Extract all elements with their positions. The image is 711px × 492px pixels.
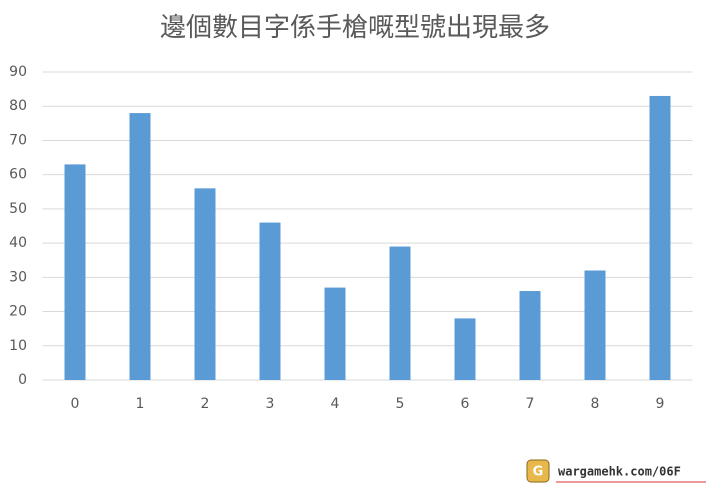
x-tick-label: 6 xyxy=(461,396,470,412)
y-tick-label: 40 xyxy=(9,235,27,251)
bar xyxy=(389,246,411,380)
svg-text:G: G xyxy=(533,465,544,480)
y-tick-label: 20 xyxy=(9,304,27,320)
y-tick-label: 0 xyxy=(18,372,27,388)
bar xyxy=(454,318,476,380)
bar xyxy=(129,113,151,381)
x-tick-label: 3 xyxy=(266,396,275,412)
x-tick-label: 2 xyxy=(201,396,210,412)
y-tick-label: 50 xyxy=(9,201,27,217)
x-tick-label: 5 xyxy=(396,396,405,412)
x-tick-label: 4 xyxy=(331,396,340,412)
bar xyxy=(64,164,86,380)
y-tick-label: 70 xyxy=(9,132,27,148)
y-tick-label: 80 xyxy=(9,98,27,114)
x-tick-label: 8 xyxy=(591,396,600,412)
bar xyxy=(584,270,606,380)
y-tick-label: 10 xyxy=(9,338,27,354)
x-tick-label: 1 xyxy=(136,396,145,412)
y-tick-label: 30 xyxy=(9,269,27,285)
y-tick-label: 60 xyxy=(9,167,27,183)
x-tick-label: 0 xyxy=(71,396,80,412)
chart-title: 邊個數目字係手槍嘅型號出現最多 xyxy=(160,13,550,43)
watermark-logo: G xyxy=(526,459,706,483)
x-tick-label: 9 xyxy=(656,396,665,412)
watermark: wargamehk.com/06F xyxy=(558,465,681,479)
x-tick-label: 7 xyxy=(526,396,535,412)
bar xyxy=(324,287,346,380)
y-tick-label: 90 xyxy=(9,64,27,80)
bar xyxy=(649,95,671,380)
bar xyxy=(259,222,281,380)
bar xyxy=(519,291,541,380)
bar xyxy=(194,188,216,380)
